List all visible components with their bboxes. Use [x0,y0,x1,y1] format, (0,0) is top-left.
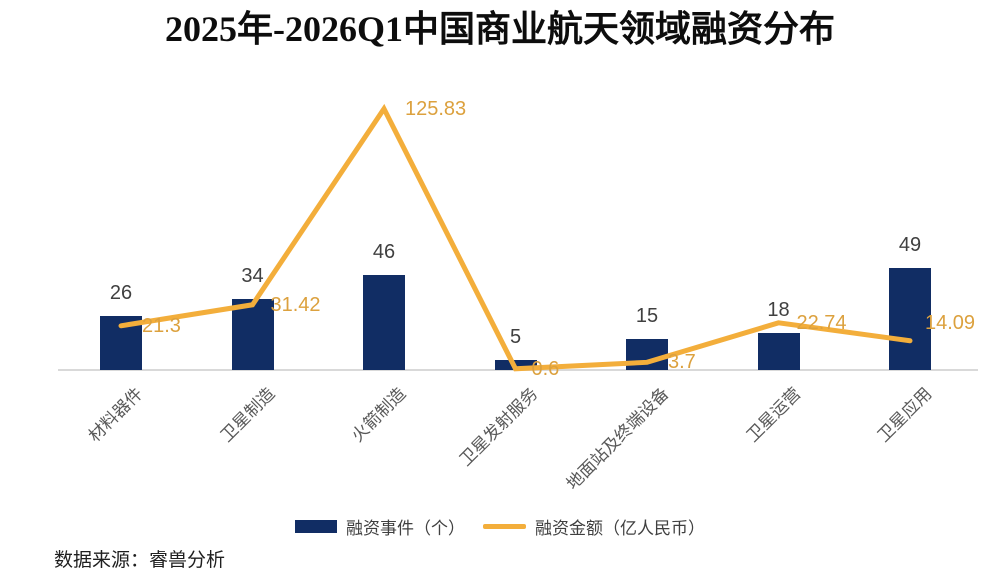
line-path [118,103,913,372]
line-value-label-4: 3.7 [668,351,696,374]
legend-label-line-series: 融资金额（亿人民币） [535,519,705,538]
legend-item-line-series: 融资金额（亿人民币） [483,514,705,539]
bar-5 [757,332,800,370]
bar-value-label-3: 5 [509,325,522,348]
bar-value-label-5: 18 [767,298,790,321]
line-value-label-6: 14.09 [925,311,976,334]
bar-value-label-6: 49 [898,234,922,257]
bar-6 [889,268,931,370]
bar-value-label-0: 26 [109,282,133,305]
line-series-swatch-icon [483,524,526,529]
x-axis-label-5: 卫星运营 [742,384,804,446]
line-value-label-1: 31.42 [270,293,321,316]
source-note: 数据来源：睿兽分析 [54,550,226,571]
legend-label-bar-series: 融资事件（个） [346,519,465,538]
x-axis-label-3: 卫星发射服务 [455,384,541,470]
x-axis-label-4: 地面站及终端设备 [562,384,673,494]
x-axis-label-1: 卫星制造 [216,384,278,446]
bar-1 [231,299,274,370]
legend: 融资事件（个） 融资金额（亿人民币） [0,514,1000,539]
line-value-label-0: 21.3 [142,314,181,337]
bar-value-label-2: 46 [372,240,396,263]
x-axis-label-6: 卫星应用 [873,384,936,446]
bar-value-label-4: 15 [635,304,659,327]
bar-value-label-1: 34 [241,265,264,288]
line-value-label-2: 125.83 [405,97,467,120]
x-axis-label-2: 火箭制造 [347,384,410,446]
bar-series-swatch-icon [295,520,337,533]
line-value-label-5: 22.74 [796,311,847,334]
bar-2 [363,274,405,370]
x-axis-label-0: 材料器件 [84,384,147,446]
line-value-label-3: 0.6 [531,357,560,380]
legend-item-bar-series: 融资事件（个） [295,514,465,539]
plot-area: 26 34 46 5 15 18 49 21.3 31.42 125.83 0.6 3.7 22.74 1… [58,80,978,379]
line-series [118,103,913,372]
chart-title: 2025年-2026Q1中国商业航天领域融资分布 [165,9,835,49]
